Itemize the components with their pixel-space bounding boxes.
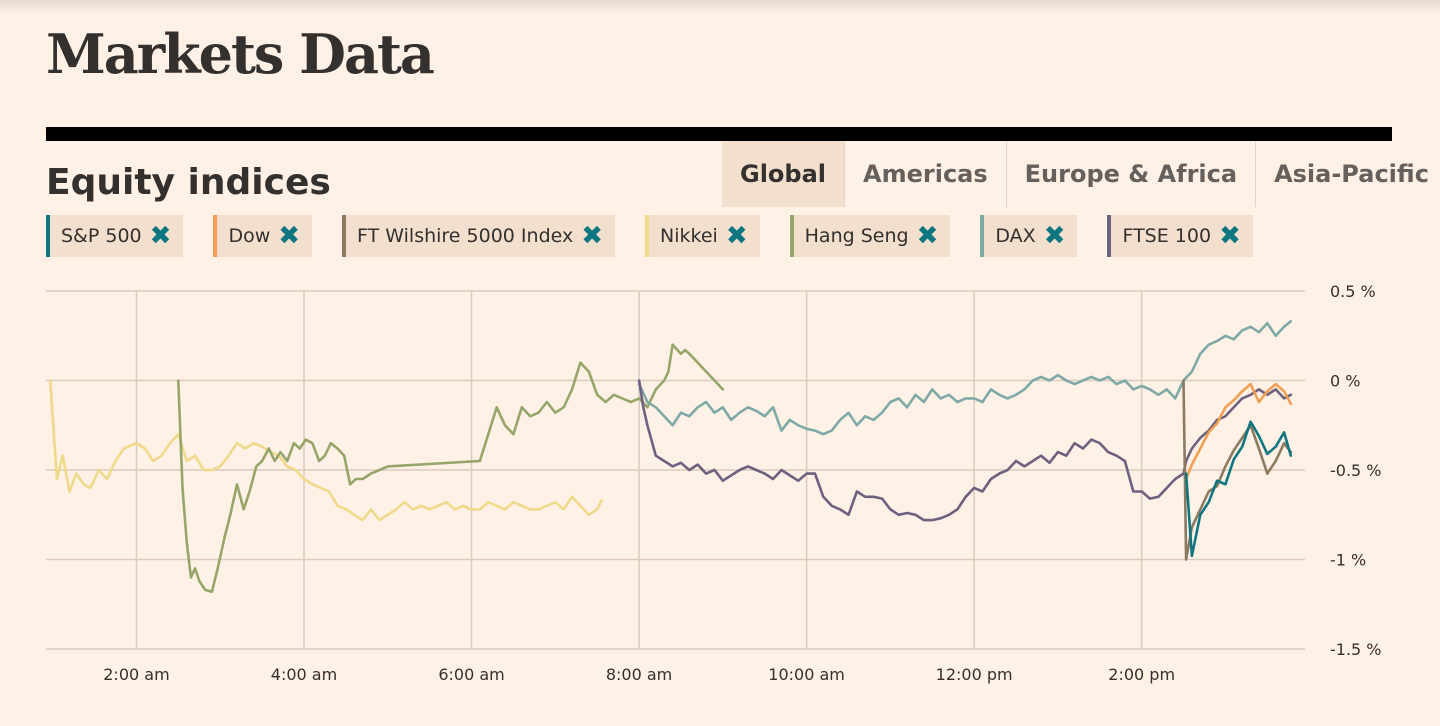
close-icon[interactable]: ✖ <box>149 221 172 251</box>
tab-americas[interactable]: Americas <box>844 141 1006 207</box>
close-icon[interactable]: ✖ <box>581 221 604 251</box>
index-legend: S&P 500 ✖ Dow ✖ FT Wilshire 5000 Index ✖… <box>46 215 1283 257</box>
x-tick-label: 2:00 am <box>103 665 169 684</box>
x-tick-label: 6:00 am <box>438 665 504 684</box>
legend-label: Nikkei <box>660 225 718 247</box>
legend-label: DAX <box>995 225 1036 247</box>
legend-label: FT Wilshire 5000 Index <box>357 225 574 247</box>
series-line-nikkei <box>48 379 603 522</box>
header-shadow <box>0 0 1440 14</box>
y-tick-label: 0.5 % <box>1330 282 1376 301</box>
x-tick-label: 8:00 am <box>606 665 672 684</box>
series-line-s-p-500 <box>1184 420 1293 558</box>
legend-label: S&P 500 <box>61 225 142 247</box>
y-tick-label: -1.5 % <box>1330 640 1382 659</box>
close-icon[interactable]: ✖ <box>916 221 939 251</box>
y-tick-label: 0 % <box>1330 372 1360 391</box>
series-line-ft-wilshire-5000-index <box>1182 379 1293 561</box>
legend-swatch <box>789 215 794 257</box>
legend-label: Dow <box>228 225 271 247</box>
close-icon[interactable]: ✖ <box>278 221 301 251</box>
tab-europe-africa[interactable]: Europe & Africa <box>1005 141 1255 207</box>
series-line-dax <box>637 320 1293 436</box>
x-tick-label: 10:00 am <box>768 665 845 684</box>
tab-global[interactable]: Global <box>722 141 845 207</box>
legend-chip-dow: Dow ✖ <box>213 215 313 257</box>
section-title: Equity indices <box>46 162 331 203</box>
y-tick-label: -1 % <box>1330 551 1366 570</box>
legend-swatch <box>213 215 218 257</box>
equity-indices-chart: 0.5 % 0 % -0.5 % -1 % -1.5 % 2:00 am 4:00 am 6:… <box>46 282 1382 684</box>
legend-swatch <box>46 215 50 257</box>
legend-swatch <box>645 215 650 257</box>
legend-chip-hang-seng: Hang Seng ✖ <box>789 215 951 257</box>
page-title: Markets Data <box>46 22 435 86</box>
tab-asia-pacific[interactable]: Asia-Pacific <box>1255 141 1440 207</box>
region-tabs: Global Americas Europe & Africa Asia-Pac… <box>722 141 1440 207</box>
x-tick-label: 4:00 am <box>271 665 337 684</box>
legend-chip-sp500: S&P 500 ✖ <box>46 215 184 257</box>
legend-chip-ftse100: FTSE 100 ✖ <box>1107 215 1253 257</box>
close-icon[interactable]: ✖ <box>1219 221 1241 251</box>
close-icon[interactable]: ✖ <box>1043 221 1066 251</box>
x-tick-label: 12:00 pm <box>936 665 1013 684</box>
legend-chip-dax: DAX ✖ <box>980 215 1078 257</box>
legend-chip-nikkei: Nikkei ✖ <box>645 215 760 257</box>
series-line-hang-seng <box>177 343 725 593</box>
close-icon[interactable]: ✖ <box>725 221 748 251</box>
section-divider <box>46 127 1392 141</box>
x-tick-label: 2:00 pm <box>1108 665 1175 684</box>
series-line-dow <box>1184 382 1293 481</box>
legend-swatch <box>342 215 347 257</box>
legend-label: FTSE 100 <box>1122 225 1212 247</box>
legend-label: Hang Seng <box>804 225 909 247</box>
legend-swatch <box>1107 215 1112 257</box>
y-tick-label: -0.5 % <box>1330 461 1382 480</box>
series-line-ftse-100 <box>637 379 1293 522</box>
legend-swatch <box>980 215 985 257</box>
legend-chip-wilshire: FT Wilshire 5000 Index ✖ <box>342 215 616 257</box>
